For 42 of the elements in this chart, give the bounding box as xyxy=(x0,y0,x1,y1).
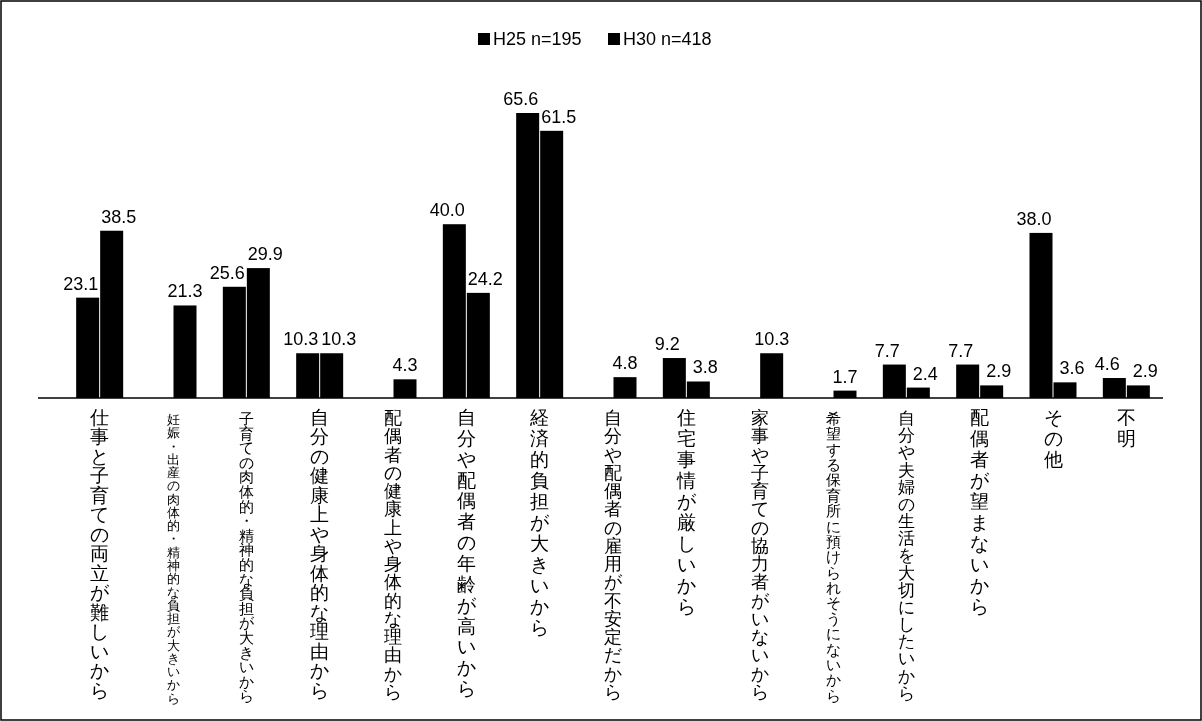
category-label: 仕事と子育ての両立が難しいから xyxy=(90,407,110,701)
data-label: 4.8 xyxy=(612,353,638,374)
category-label: 妊娠・出産の肉体的・精神的な負担が大きいから xyxy=(166,412,180,706)
legend-label: H25 n=195 xyxy=(493,29,582,49)
category-label: 自分や配偶者の年齢が高いから xyxy=(456,407,476,700)
data-label: 10.3 xyxy=(321,329,357,350)
category-label: 経済的負担が大きいから xyxy=(530,407,550,638)
category-label: 住宅事情が厳しいから xyxy=(676,407,696,617)
category-label: 配偶者の健康上や身体的な理由から xyxy=(384,407,402,702)
data-label: 7.7 xyxy=(948,340,974,361)
data-label: 3.6 xyxy=(1059,358,1085,379)
category-label: 子育ての肉体的・精神的な負担が大きいから xyxy=(238,411,254,705)
category-label: 配偶者が望まないから xyxy=(970,407,990,617)
data-label: 3.8 xyxy=(692,357,718,378)
data-label: 40.0 xyxy=(429,200,465,221)
category-label: 自分や配偶者の雇用が不安定だから xyxy=(604,407,622,702)
data-label: 10.3 xyxy=(754,329,790,350)
data-label: 21.3 xyxy=(167,281,203,302)
data-label: 23.1 xyxy=(63,273,99,294)
data-label: 2.9 xyxy=(986,361,1012,382)
data-label: 4.3 xyxy=(392,355,418,376)
category-label: 希望する保育所に預けられそうにないから xyxy=(825,410,841,704)
data-label: 65.6 xyxy=(503,89,539,109)
data-label: 38.5 xyxy=(101,206,137,227)
x-tick-label: 不明 xyxy=(1116,407,1136,449)
data-label: 61.5 xyxy=(541,106,577,127)
data-label: 25.6 xyxy=(209,262,245,283)
data-label: 2.9 xyxy=(1132,361,1158,382)
data-label: 2.4 xyxy=(912,363,938,384)
data-label: 10.3 xyxy=(283,329,319,350)
data-label: 29.9 xyxy=(247,244,283,265)
data-label: 38.0 xyxy=(1016,208,1052,229)
data-label: 4.6 xyxy=(1094,354,1120,375)
category-label: 自分の健康上や身体的な理由から xyxy=(310,407,330,701)
legend-label: H30 n=418 xyxy=(623,29,712,49)
data-label: 24.2 xyxy=(467,268,503,289)
category-label: 自分や夫婦の生活を大切にしたいから xyxy=(897,408,915,703)
x-tick-label: その他 xyxy=(1043,407,1063,470)
data-label: 7.7 xyxy=(874,340,900,361)
category-label: 家事や子育ての協力者がいないから xyxy=(750,407,769,702)
data-label: 9.2 xyxy=(654,334,680,355)
data-label: 1.7 xyxy=(832,366,858,387)
